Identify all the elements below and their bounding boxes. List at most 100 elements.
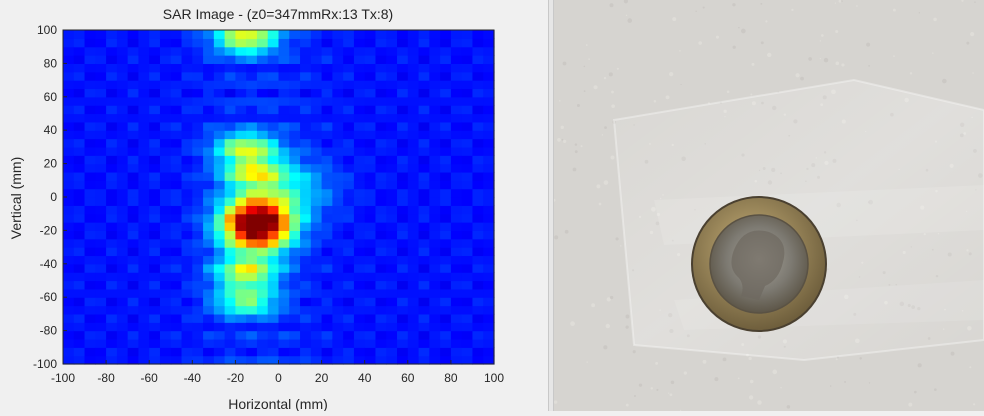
heatmap-cell	[364, 171, 377, 181]
wall-speck	[623, 0, 628, 4]
heatmap-cell	[159, 297, 172, 307]
heatmap-cell	[321, 63, 333, 73]
y-tick-label: 20	[44, 157, 58, 171]
heatmap-cell	[246, 46, 258, 56]
heatmap-cell	[353, 263, 366, 273]
heatmap-cell	[289, 71, 301, 81]
heatmap-cell	[192, 247, 204, 257]
heatmap-cell	[181, 213, 193, 223]
heatmap-cell	[289, 46, 301, 56]
heatmap-cell	[256, 355, 269, 365]
heatmap-cell	[235, 113, 247, 123]
heatmap-cell	[95, 197, 107, 206]
heatmap-cell	[213, 180, 226, 190]
heatmap-cell	[278, 205, 290, 215]
heatmap-cell	[429, 138, 441, 148]
heatmap-cell	[159, 155, 172, 165]
panel-divider[interactable]	[548, 0, 554, 411]
heatmap-cell	[353, 255, 366, 265]
heatmap-cell	[267, 63, 280, 73]
heatmap-cell	[440, 280, 452, 290]
heatmap-cell	[73, 347, 86, 357]
heatmap-cell	[386, 113, 398, 123]
heatmap-cell	[181, 55, 193, 64]
heatmap-cell	[224, 180, 236, 190]
heatmap-cell	[159, 322, 172, 332]
heatmap-cell	[450, 222, 463, 231]
heatmap-cell	[375, 138, 387, 148]
heatmap-cell	[364, 146, 377, 156]
wall-speck	[601, 134, 604, 136]
heatmap-cell	[418, 46, 430, 56]
heatmap-cell	[63, 338, 75, 348]
heatmap-cell	[375, 263, 387, 273]
heatmap-cell	[440, 80, 452, 90]
heatmap-cell	[310, 113, 323, 123]
heatmap-cell	[407, 88, 420, 98]
heatmap-cell	[353, 46, 366, 56]
heatmap-cell	[289, 272, 301, 282]
heatmap-cell	[159, 347, 172, 357]
heatmap-cell	[364, 71, 377, 81]
heatmap-cell	[440, 330, 452, 340]
heatmap-cell	[95, 163, 107, 173]
heatmap-cell	[84, 272, 96, 282]
heatmap-cell	[84, 163, 96, 173]
heatmap-cell	[267, 121, 280, 131]
heatmap-cell	[386, 355, 398, 365]
heatmap-cell	[386, 46, 398, 56]
heatmap-cell	[321, 80, 333, 90]
y-tick-label: -100	[33, 357, 57, 371]
heatmap-cell	[300, 121, 312, 131]
heatmap-cell	[364, 305, 377, 315]
heatmap-cell	[472, 188, 484, 198]
heatmap-cell	[440, 188, 452, 198]
heatmap-cell	[235, 197, 247, 206]
wall-speck	[564, 229, 569, 234]
heatmap-cell	[386, 138, 398, 148]
heatmap-cell	[461, 146, 474, 156]
wall-speck	[625, 14, 628, 17]
heatmap-cell	[289, 38, 301, 48]
heatmap-cell	[106, 171, 118, 181]
heatmap-cell	[267, 105, 280, 115]
wall-speck	[931, 52, 934, 54]
heatmap-cell	[300, 63, 312, 73]
heatmap-cell	[300, 330, 312, 340]
heatmap-cell	[192, 155, 204, 165]
heatmap-cell	[418, 322, 430, 332]
heatmap-cell	[375, 80, 387, 90]
heatmap-cell	[418, 88, 430, 98]
heatmap-cell	[84, 197, 96, 206]
heatmap-cell	[353, 38, 366, 48]
heatmap-cell	[321, 313, 333, 323]
heatmap-cell	[418, 288, 430, 298]
heatmap-cell	[353, 113, 366, 123]
heatmap-cell	[321, 46, 333, 56]
heatmap-cell	[213, 280, 226, 290]
heatmap-cell	[461, 171, 474, 181]
heatmap-cell	[343, 280, 355, 290]
heatmap-cell	[386, 188, 398, 198]
heatmap-cell	[213, 163, 226, 173]
heatmap-cell	[159, 138, 172, 148]
heatmap-cell	[63, 171, 75, 181]
heatmap-cell	[418, 347, 430, 357]
heatmap-cell	[386, 130, 398, 140]
heatmap-cell	[375, 297, 387, 307]
heatmap-cell	[203, 171, 215, 181]
heatmap-cell	[213, 38, 226, 48]
heatmap-cell	[300, 280, 312, 290]
heatmap-cell	[116, 347, 129, 357]
heatmap-cell	[106, 297, 118, 307]
heatmap-cell	[224, 222, 236, 231]
heatmap-cell	[256, 272, 269, 282]
heatmap-cell	[63, 288, 75, 298]
heatmap-cell	[278, 88, 290, 98]
heatmap-cell	[224, 171, 236, 181]
wall-speck	[892, 8, 896, 12]
heatmap-cell	[203, 247, 215, 257]
heatmap-cell	[235, 272, 247, 282]
heatmap-cell	[127, 263, 140, 273]
heatmap-cell	[159, 121, 172, 131]
